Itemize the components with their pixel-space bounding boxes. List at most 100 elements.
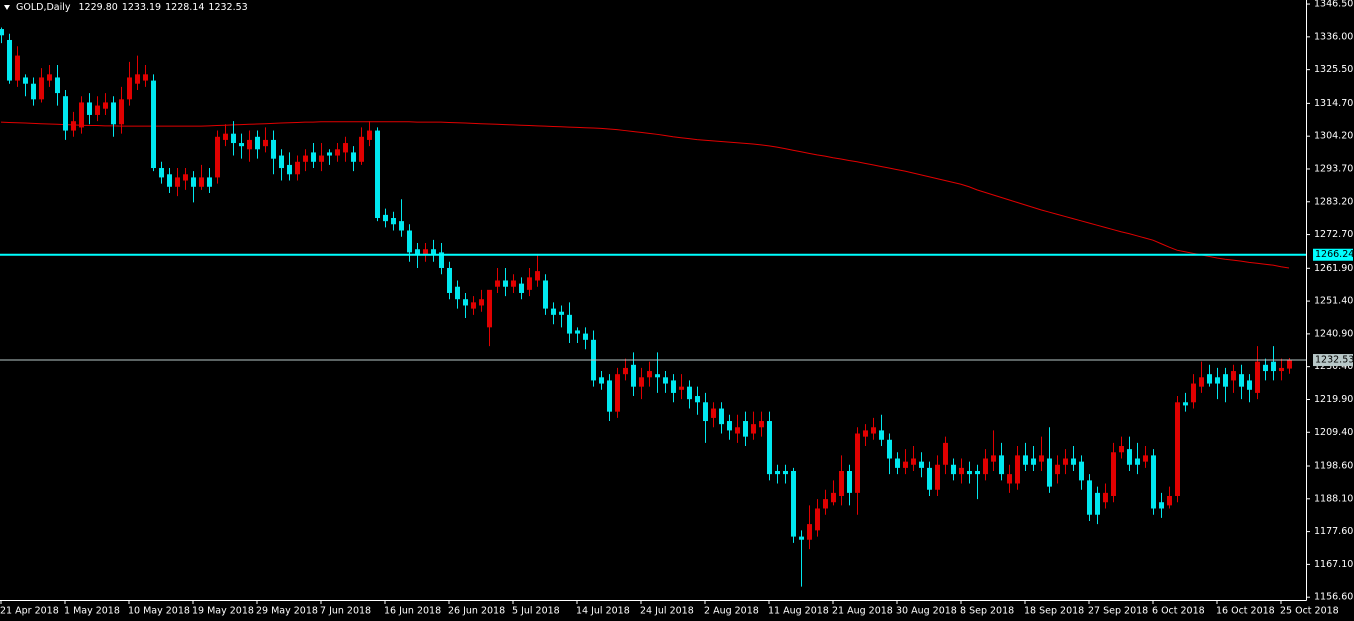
candle-body xyxy=(455,286,460,300)
candle-body xyxy=(303,155,308,162)
candle-body xyxy=(1055,464,1060,475)
y-tick-label: 1304.20 xyxy=(1314,131,1353,142)
y-tick-label: 1240.90 xyxy=(1314,328,1353,339)
candle-body xyxy=(831,492,836,503)
candle-body xyxy=(863,430,868,437)
price-level-box xyxy=(1313,354,1353,367)
candle-body xyxy=(367,130,372,140)
candle-body xyxy=(159,168,164,178)
candle-body xyxy=(143,74,148,81)
candle-body xyxy=(1047,458,1052,487)
candle-body xyxy=(783,471,788,475)
header-value: 1228.14 xyxy=(165,2,204,13)
y-tick-label: 1188.10 xyxy=(1314,493,1353,504)
candle-body xyxy=(823,499,828,509)
candle-body xyxy=(447,267,452,293)
candle-body xyxy=(879,430,884,440)
x-tick-label: 6 Oct 2018 xyxy=(1152,606,1205,617)
candle-body xyxy=(935,464,940,490)
candle-body xyxy=(1231,371,1236,381)
candle-body xyxy=(247,139,252,150)
candle-body xyxy=(1007,474,1012,484)
candle-body xyxy=(607,380,612,412)
candle-body xyxy=(543,280,548,309)
candle-body xyxy=(15,55,20,81)
x-tick-label: 11 Aug 2018 xyxy=(768,606,829,617)
candle-body xyxy=(815,508,820,531)
candle-body xyxy=(399,221,404,231)
candle-body xyxy=(319,155,324,162)
x-tick-label: 2 Aug 2018 xyxy=(704,606,759,617)
candle-body xyxy=(1143,455,1148,462)
header-value: 1232.53 xyxy=(208,2,247,13)
y-tick-label: 1198.60 xyxy=(1314,461,1353,472)
candle-body xyxy=(1127,449,1132,465)
candle-body xyxy=(199,177,204,187)
candle-body xyxy=(519,283,524,293)
y-tick-label: 1346.50 xyxy=(1314,0,1353,10)
candle-body xyxy=(1119,446,1124,453)
candle-body xyxy=(919,461,924,468)
candle-body xyxy=(647,371,652,378)
candle-body xyxy=(47,74,52,81)
y-tick-label: 1314.70 xyxy=(1314,98,1353,109)
candle-body xyxy=(31,83,36,100)
candle-body xyxy=(1263,364,1268,372)
candle-body xyxy=(239,143,244,147)
candle-body xyxy=(415,249,420,256)
candle-body xyxy=(423,249,428,256)
candle-body xyxy=(687,386,692,400)
symbol: GOLD,Daily xyxy=(16,2,71,13)
candle-body xyxy=(263,139,268,147)
candle-body xyxy=(1151,455,1156,509)
y-tick-label: 1272.70 xyxy=(1314,229,1353,240)
candle-body xyxy=(407,230,412,253)
candle-body xyxy=(191,177,196,187)
x-tick-label: 30 Aug 2018 xyxy=(896,606,957,617)
candle-body xyxy=(759,421,764,428)
candle-body xyxy=(1215,377,1220,384)
y-tick-label: 1219.90 xyxy=(1314,394,1353,405)
candle-body xyxy=(743,421,748,437)
candle-body xyxy=(511,280,516,287)
symbol-menu-arrow[interactable] xyxy=(4,5,10,10)
candle-body xyxy=(903,461,908,468)
x-tick-label: 16 Oct 2018 xyxy=(1216,606,1275,617)
candle-body xyxy=(119,99,124,125)
candle-body xyxy=(887,439,892,459)
candle-body xyxy=(215,136,220,178)
candle-body xyxy=(223,133,228,140)
candle-body xyxy=(103,102,108,109)
candle-body xyxy=(1255,361,1260,393)
y-tick-label: 1177.60 xyxy=(1314,526,1353,537)
x-tick-label: 24 Jul 2018 xyxy=(640,606,694,617)
candle-body xyxy=(487,289,492,328)
candle-body xyxy=(383,214,388,222)
y-tick-label: 1261.90 xyxy=(1314,263,1353,274)
candle-body xyxy=(1167,495,1172,506)
candle-body xyxy=(1087,480,1092,515)
candle-body xyxy=(663,377,668,384)
candle-body xyxy=(1207,374,1212,384)
y-tick-label: 1283.20 xyxy=(1314,196,1353,207)
candle-body xyxy=(0,29,4,36)
candle-body xyxy=(343,143,348,153)
candle-body xyxy=(391,218,396,225)
candle-body xyxy=(439,252,444,268)
candle-body xyxy=(727,421,732,431)
candle-body xyxy=(847,471,852,493)
x-tick-label: 5 Jul 2018 xyxy=(512,606,560,617)
candle-body xyxy=(967,471,972,475)
candle-body xyxy=(1015,455,1020,484)
candle-body xyxy=(599,377,604,384)
candle-body xyxy=(127,77,132,100)
candle-body xyxy=(167,174,172,187)
candle-body xyxy=(87,102,92,115)
candle-body xyxy=(751,424,756,434)
candle-body xyxy=(207,177,212,187)
candle-body xyxy=(95,105,100,115)
candle-body xyxy=(767,421,772,475)
y-tick-label: 1167.10 xyxy=(1314,559,1353,570)
price-level-label: 1266.24 xyxy=(1315,249,1354,260)
candle-body xyxy=(175,177,180,187)
